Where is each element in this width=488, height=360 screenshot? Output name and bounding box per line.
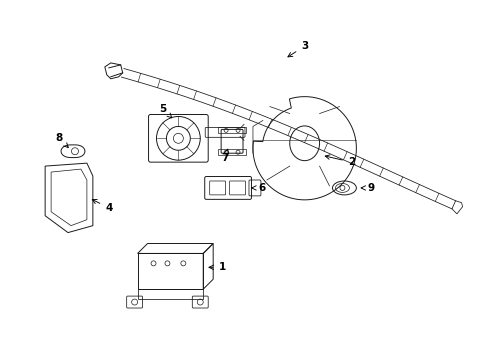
Text: 3: 3 [287,41,307,57]
Text: 9: 9 [361,183,374,193]
Text: 8: 8 [55,133,68,148]
Text: 6: 6 [251,183,265,193]
Text: 7: 7 [221,149,228,163]
Text: 1: 1 [208,262,225,272]
Text: 4: 4 [92,199,112,213]
Text: 5: 5 [159,104,171,118]
Text: 2: 2 [325,155,354,167]
